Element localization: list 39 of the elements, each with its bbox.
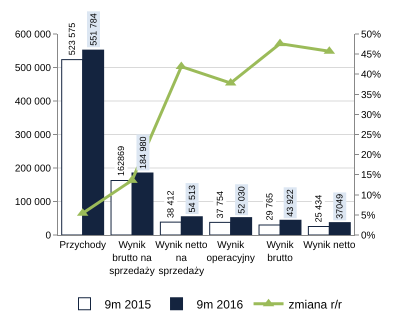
y-tick-label: 600 000 bbox=[14, 30, 52, 40]
y2-tick-label: 45% bbox=[361, 50, 382, 61]
x-tick-label: Wynik netto na sprzedaży bbox=[155, 240, 208, 277]
y2-tick-label: 35% bbox=[361, 90, 382, 101]
data-label: 54 513 bbox=[187, 185, 198, 213]
data-label: 38 412 bbox=[166, 190, 176, 218]
y-tick-label: 0 bbox=[45, 230, 52, 242]
y-tick-label: 100 000 bbox=[14, 197, 52, 208]
legend-label: 9m 2015 bbox=[104, 297, 152, 312]
data-label: 162869 bbox=[116, 146, 126, 176]
data-label: 37049 bbox=[334, 194, 345, 219]
legend-label: zmiana r/r bbox=[288, 297, 342, 312]
y2-tick-label: 0% bbox=[361, 230, 376, 242]
y-tick-label: 300 000 bbox=[14, 130, 52, 141]
data-label: 43 922 bbox=[285, 189, 296, 217]
x-tick-label: Wynik operacyjny bbox=[206, 240, 255, 264]
y2-tick-label: 20% bbox=[361, 150, 382, 162]
data-label: 523 575 bbox=[67, 22, 78, 56]
x-tick-label: Wynik brutto na sprzedaży bbox=[109, 240, 155, 277]
y2-tick-label: 30% bbox=[361, 110, 382, 121]
x-tick-label: Wynik brutto bbox=[266, 240, 295, 264]
data-label: 29 765 bbox=[264, 193, 274, 221]
data-label: 551 784 bbox=[88, 13, 98, 46]
x-tick-label: Wynik netto bbox=[303, 240, 356, 251]
y2-tick-label: 25% bbox=[361, 130, 382, 141]
y2-tick-label: 15% bbox=[361, 170, 382, 182]
x-tick-label: Przychody bbox=[59, 240, 106, 251]
y-tick-label: 200 000 bbox=[14, 164, 52, 174]
data-label: 37 754 bbox=[214, 191, 225, 219]
data-label: 184 980 bbox=[138, 136, 148, 170]
y2-tick-label: 50% bbox=[361, 30, 382, 40]
y2-tick-label: 10% bbox=[361, 190, 382, 202]
y2-tick-label: 5% bbox=[361, 210, 376, 222]
data-label: 52 030 bbox=[236, 186, 247, 214]
y-tick-label: 500 000 bbox=[14, 63, 52, 74]
y2-tick-label: 40% bbox=[361, 70, 382, 81]
data-label: 25 434 bbox=[313, 194, 324, 222]
legend-label: 9m 2016 bbox=[196, 297, 244, 312]
y-tick-label: 400 000 bbox=[14, 96, 52, 108]
